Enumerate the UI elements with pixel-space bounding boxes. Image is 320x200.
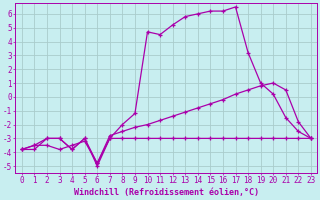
X-axis label: Windchill (Refroidissement éolien,°C): Windchill (Refroidissement éolien,°C)	[74, 188, 259, 197]
